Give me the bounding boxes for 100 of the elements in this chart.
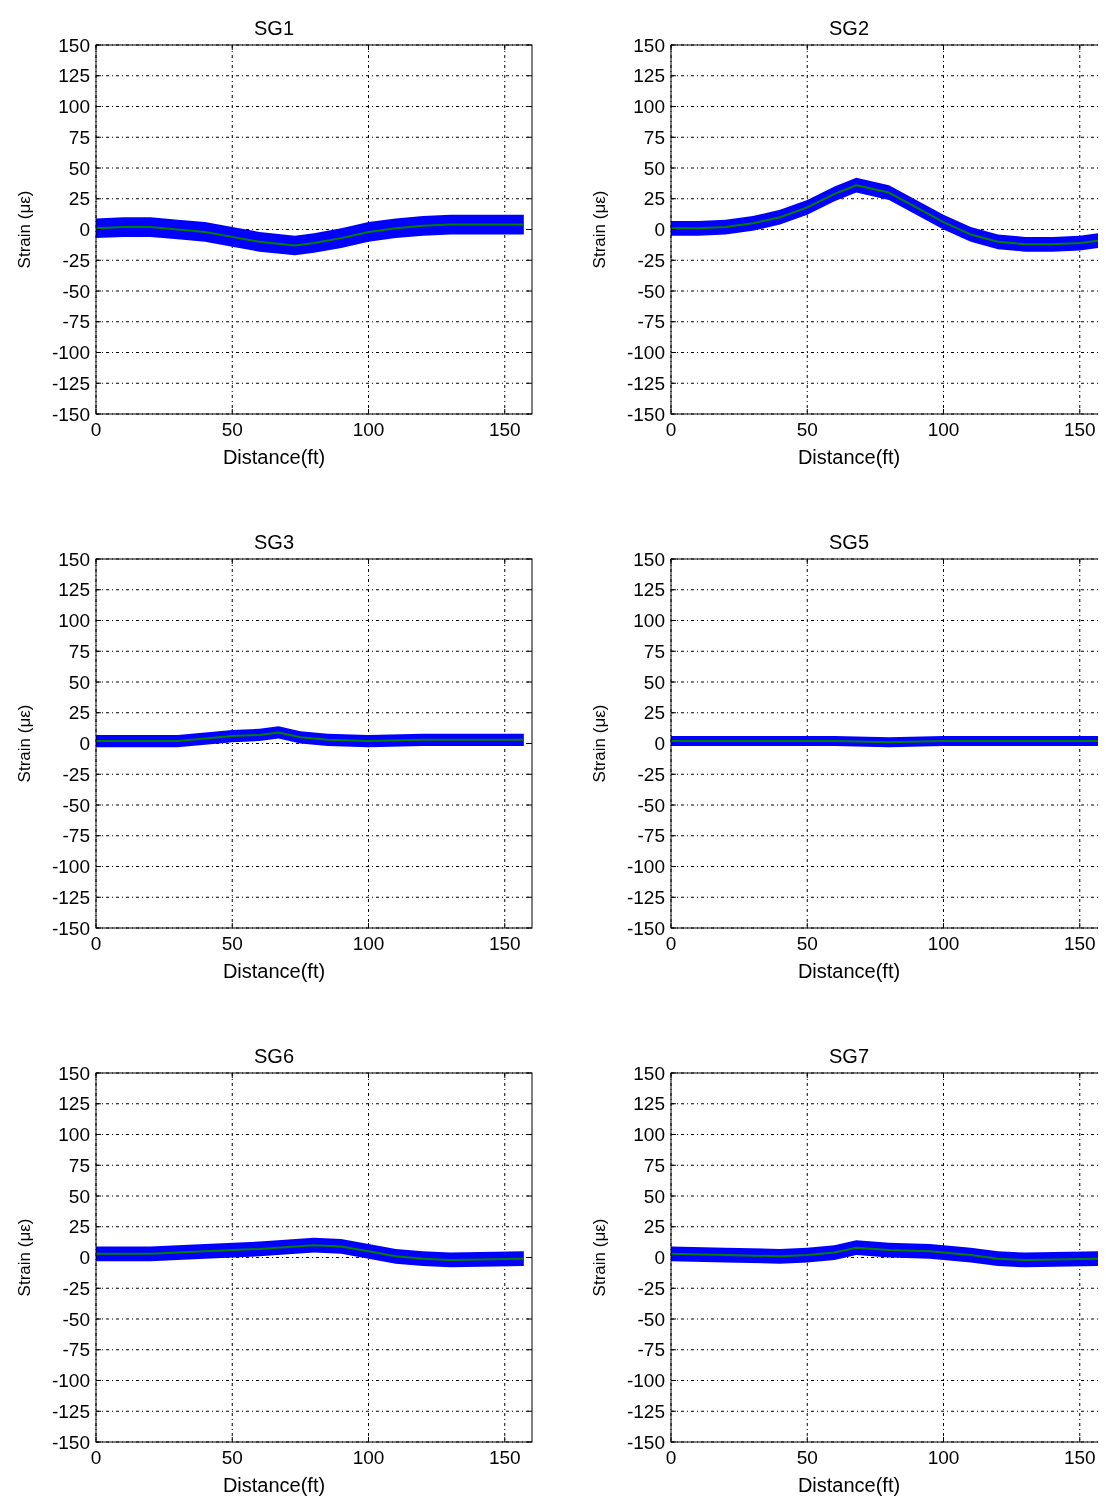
y-tick-label: -75 xyxy=(637,825,665,847)
y-tick-label: 100 xyxy=(633,610,665,632)
y-tick-label: 75 xyxy=(643,126,665,148)
y-tick-label: -125 xyxy=(626,1400,665,1422)
y-tick-label: 125 xyxy=(633,579,665,601)
y-tick-label: 100 xyxy=(58,1124,90,1146)
y-tick-label: 50 xyxy=(68,1185,90,1207)
x-tick-label: 100 xyxy=(352,933,385,954)
chart-title: SG5 xyxy=(828,531,870,553)
y-tick-label: -100 xyxy=(51,342,90,364)
y-tick-label: -50 xyxy=(637,1308,665,1330)
y-axis-title: Strain (με) xyxy=(15,1218,34,1297)
y-tick-label: -75 xyxy=(62,1339,90,1361)
y-tick-label: 25 xyxy=(643,1216,665,1238)
y-tick-label: -75 xyxy=(62,311,90,333)
x-tick-label: 150 xyxy=(1063,1447,1096,1468)
x-axis-title: Distance(ft) xyxy=(222,446,326,468)
y-tick-label: -50 xyxy=(637,794,665,816)
y-tick-label: -50 xyxy=(62,1308,90,1330)
y-tick-label: -100 xyxy=(626,342,665,364)
y-axis-title: Strain (με) xyxy=(15,190,34,269)
y-tick-label: -75 xyxy=(637,1339,665,1361)
chart-title: SG7 xyxy=(828,1045,870,1067)
y-tick-label: 0 xyxy=(654,1247,665,1269)
line-series xyxy=(96,1244,525,1261)
y-tick-label: 0 xyxy=(654,733,665,755)
line-series xyxy=(96,223,525,247)
y-tick-label: 25 xyxy=(643,702,665,724)
y-tick-label: 75 xyxy=(643,1154,665,1176)
y-tick-label: -125 xyxy=(626,886,665,908)
y-tick-label: -150 xyxy=(51,1431,90,1453)
x-axis-title: Distance(ft) xyxy=(797,1474,901,1496)
y-tick-label: -150 xyxy=(51,917,90,939)
y-axis-title: Strain (με) xyxy=(15,704,34,783)
y-tick-label: 50 xyxy=(68,671,90,693)
line-series xyxy=(671,184,1098,246)
y-tick-label: -50 xyxy=(62,280,90,302)
x-axis-title: Distance(ft) xyxy=(222,960,326,982)
chart-title: SG2 xyxy=(828,17,870,39)
y-tick-label: 25 xyxy=(68,188,90,210)
y-tick-label: 25 xyxy=(643,188,665,210)
y-tick-label: 0 xyxy=(654,219,665,241)
x-tick-label: 100 xyxy=(927,1447,960,1468)
y-tick-label: 0 xyxy=(79,219,90,241)
x-tick-label: 100 xyxy=(352,419,385,440)
x-tick-label: 50 xyxy=(796,1447,818,1468)
x-tick-label: 100 xyxy=(927,419,960,440)
y-tick-label: 150 xyxy=(633,34,665,56)
x-tick-label: 150 xyxy=(1063,419,1096,440)
y-tick-label: -125 xyxy=(51,372,90,394)
y-tick-label: 0 xyxy=(79,733,90,755)
y-tick-label: 75 xyxy=(68,1154,90,1176)
y-tick-label: -100 xyxy=(51,856,90,878)
y-tick-label: -100 xyxy=(51,1370,90,1392)
x-axis-title: Distance(ft) xyxy=(797,446,901,468)
y-tick-label: 75 xyxy=(68,640,90,662)
y-tick-label: 150 xyxy=(633,1062,665,1084)
y-tick-label: -25 xyxy=(62,1277,90,1299)
y-axis-title: Strain (με) xyxy=(590,1218,609,1297)
y-tick-label: -25 xyxy=(62,249,90,271)
y-tick-label: 50 xyxy=(643,157,665,179)
y-tick-label: 25 xyxy=(68,702,90,724)
y-tick-label: 100 xyxy=(58,96,90,118)
y-tick-label: -150 xyxy=(626,1431,665,1453)
y-tick-label: -150 xyxy=(626,403,665,425)
x-tick-label: 100 xyxy=(927,933,960,954)
x-tick-label: 100 xyxy=(352,1447,385,1468)
x-tick-label: 50 xyxy=(221,1447,243,1468)
y-tick-label: -25 xyxy=(637,763,665,785)
y-tick-label: -125 xyxy=(626,372,665,394)
x-axis-title: Distance(ft) xyxy=(797,960,901,982)
chart-title: SG1 xyxy=(253,17,295,39)
y-tick-label: 100 xyxy=(58,610,90,632)
y-tick-label: 50 xyxy=(68,157,90,179)
y-tick-label: 100 xyxy=(633,1124,665,1146)
y-tick-label: -100 xyxy=(626,1370,665,1392)
y-tick-label: 0 xyxy=(79,1247,90,1269)
y-tick-label: 75 xyxy=(68,126,90,148)
x-tick-label: 50 xyxy=(221,933,243,954)
y-tick-label: 125 xyxy=(58,579,90,601)
y-tick-label: -150 xyxy=(626,917,665,939)
line-series xyxy=(96,731,525,743)
chart-title: SG6 xyxy=(253,1045,295,1067)
y-tick-label: 150 xyxy=(633,548,665,570)
x-tick-label: 150 xyxy=(1063,933,1096,954)
y-tick-label: 125 xyxy=(58,65,90,87)
y-tick-label: 125 xyxy=(633,65,665,87)
chart-title: SG3 xyxy=(253,531,295,553)
y-tick-label: -75 xyxy=(62,825,90,847)
y-axis-title: Strain (με) xyxy=(590,704,609,783)
y-tick-label: -50 xyxy=(637,280,665,302)
x-tick-label: 150 xyxy=(488,419,521,440)
y-tick-label: 75 xyxy=(643,640,665,662)
y-tick-label: 25 xyxy=(68,1216,90,1238)
y-tick-label: -25 xyxy=(62,763,90,785)
y-tick-label: -25 xyxy=(637,1277,665,1299)
line-series xyxy=(671,1246,1098,1261)
y-tick-label: -100 xyxy=(626,856,665,878)
y-tick-label: -75 xyxy=(637,311,665,333)
y-tick-label: -50 xyxy=(62,794,90,816)
